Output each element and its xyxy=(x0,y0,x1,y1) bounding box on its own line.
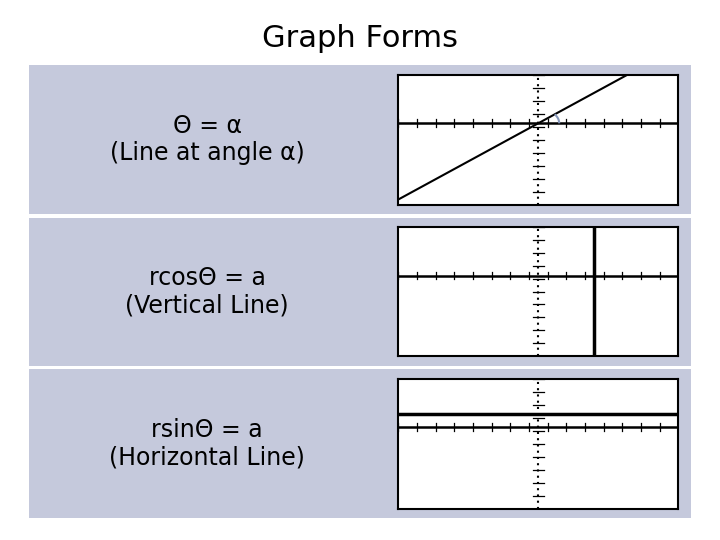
Text: rcosΘ = a
(Vertical Line): rcosΘ = a (Vertical Line) xyxy=(125,266,289,318)
Text: Graph Forms: Graph Forms xyxy=(262,24,458,53)
Text: Θ = α
(Line at angle α): Θ = α (Line at angle α) xyxy=(109,114,305,165)
Text: rsinΘ = a
(Horizontal Line): rsinΘ = a (Horizontal Line) xyxy=(109,418,305,469)
